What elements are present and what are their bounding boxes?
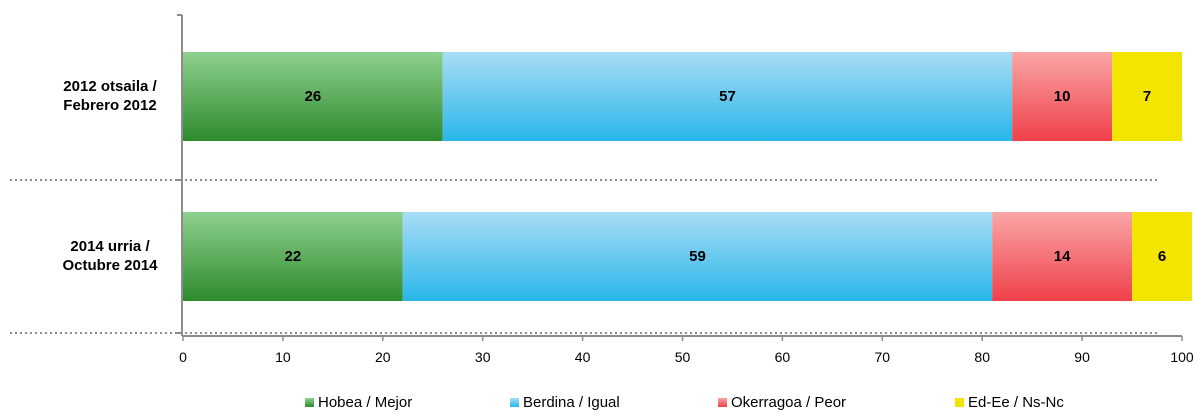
bar-segment bbox=[183, 52, 443, 141]
legend-item: Hobea / Mejor bbox=[305, 394, 412, 411]
data-label: 7 bbox=[1143, 88, 1151, 105]
data-label: 59 bbox=[689, 248, 706, 265]
category-label: 2014 urria / Octubre 2014 bbox=[62, 238, 158, 274]
bar-segment bbox=[1112, 52, 1182, 141]
data-label: 22 bbox=[285, 248, 302, 265]
bars-layer bbox=[183, 52, 1192, 301]
x-tick-label: 0 bbox=[179, 349, 187, 365]
legend-item: Ed-Ee / Ns-Nc bbox=[955, 394, 1064, 411]
data-label: 10 bbox=[1054, 88, 1071, 105]
bar-segment bbox=[1132, 212, 1192, 301]
category-label: 2012 otsaila / Febrero 2012 bbox=[63, 78, 157, 114]
x-tick-label: 20 bbox=[375, 349, 391, 365]
bar-segment bbox=[183, 212, 403, 301]
legend-label: Ed-Ee / Ns-Nc bbox=[968, 394, 1064, 411]
legend-label: Okerragoa / Peor bbox=[731, 394, 846, 411]
bar-segment bbox=[1012, 52, 1113, 141]
legend-item: Berdina / Igual bbox=[510, 394, 620, 411]
data-label: 57 bbox=[719, 88, 736, 105]
bar-segment bbox=[402, 212, 993, 301]
legend-swatch bbox=[305, 398, 314, 407]
x-tick-label: 80 bbox=[974, 349, 990, 365]
x-tick-label: 70 bbox=[875, 349, 891, 365]
x-tick-label: 40 bbox=[575, 349, 591, 365]
x-tick-label: 30 bbox=[475, 349, 491, 365]
data-labels-layer: 26 57 10 7 22 59 14 6 bbox=[285, 88, 1167, 265]
bar-segment bbox=[442, 52, 1013, 141]
legend-item: Okerragoa / Peor bbox=[718, 394, 846, 411]
data-label: 6 bbox=[1158, 248, 1166, 265]
x-tick-label: 10 bbox=[275, 349, 291, 365]
x-tick-label: 100 bbox=[1170, 349, 1194, 365]
axes: 0 10 20 30 40 50 60 70 80 90 100 2012 otsaila / Febr… bbox=[10, 14, 1194, 365]
legend-label: Hobea / Mejor bbox=[318, 394, 412, 411]
legend-swatch bbox=[510, 398, 519, 407]
data-label: 26 bbox=[305, 88, 322, 105]
x-tick-label: 90 bbox=[1074, 349, 1090, 365]
data-label: 14 bbox=[1054, 248, 1071, 265]
x-tick-label: 60 bbox=[775, 349, 791, 365]
legend-swatch bbox=[718, 398, 727, 407]
legend: Hobea / Mejor Berdina / Igual Okerragoa / … bbox=[305, 394, 1064, 411]
legend-label: Berdina / Igual bbox=[523, 394, 620, 411]
x-tick-label: 50 bbox=[675, 349, 691, 365]
bar-segment bbox=[992, 212, 1133, 301]
legend-swatch bbox=[955, 398, 964, 407]
